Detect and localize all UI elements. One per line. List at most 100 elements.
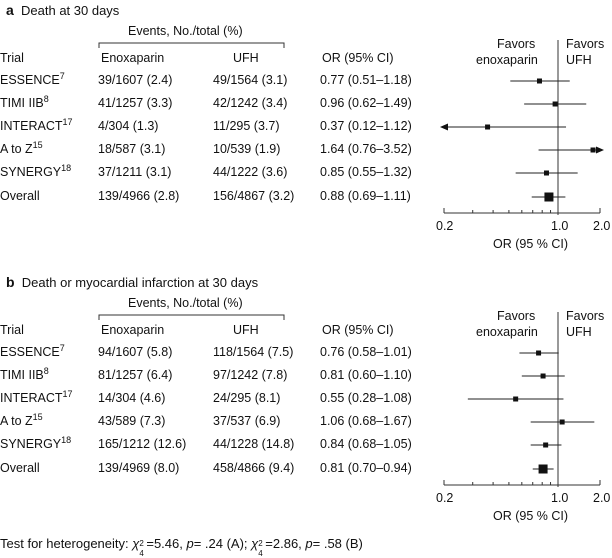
odds-ratio-ci: 0.84 (0.68–1.05) [320,437,412,451]
footer-stat-b: =2.86, [265,536,306,551]
point-estimate [536,78,542,84]
p-symbol: p [186,536,194,551]
ufh-events: 458/4866 (9.4) [213,461,295,475]
panel-heading: b Death or myocardial infarction at 30 d… [6,274,258,290]
favors-enoxaparin-label: Favors [497,309,536,323]
odds-ratio-ci: 0.96 (0.62–1.49) [320,96,412,110]
favors-enoxaparin-label: enoxaparin [476,325,538,339]
odds-ratio-ci: 0.55 (0.28–1.08) [320,391,412,405]
x-tick-label: 0.2 [436,491,453,505]
point-estimate [513,396,519,402]
point-estimate [540,373,546,379]
enoxaparin-events: 43/589 (7.3) [98,414,166,428]
trial-label: INTERACT [0,119,63,133]
chi-symbol: χ [132,536,140,551]
odds-ratio-ci: 0.77 (0.51–1.18) [320,73,412,87]
enoxaparin-events: 41/1257 (3.3) [98,96,173,110]
group-header: Events, No./total (%) [128,296,243,310]
group-bracket [98,42,285,48]
x-tick-label: 1.0 [551,491,568,505]
trial-label: TIMI IIB [0,96,44,110]
enoxaparin-events: 4/304 (1.3) [98,119,159,133]
group-header: Events, No./total (%) [128,24,243,38]
right-arrow-icon [596,146,604,154]
reference-superscript: 18 [61,163,72,173]
enoxaparin-events: 39/1607 (2.4) [98,73,173,87]
trial-name: TIMI IIB8 [0,366,49,383]
column-header-ufh: UFH [233,51,259,65]
ufh-events: 37/537 (6.9) [213,414,281,428]
footer-stat-a: =5.46, [146,536,187,551]
odds-ratio-ci: 0.37 (0.12–1.12) [320,119,412,133]
ufh-events: 156/4867 (3.2) [213,189,295,203]
ufh-events: 11/295 (3.7) [213,119,280,133]
odds-ratio-ci: 0.88 (0.69–1.11) [320,189,411,203]
ufh-events: 97/1242 (7.8) [213,368,288,382]
odds-ratio-ci: 0.81 (0.70–0.94) [320,461,412,475]
p-symbol: p [305,536,313,551]
point-estimate [536,350,542,356]
odds-ratio-ci: 0.85 (0.55–1.32) [320,165,412,179]
footer-prefix: Test for heterogeneity: [0,536,133,551]
trial-name: ESSENCE7 [0,343,65,360]
trial-name: TIMI IIB8 [0,94,49,111]
overall-point-estimate [544,192,554,202]
ufh-events: 44/1222 (3.6) [213,165,288,179]
chi-sub: 4 [258,549,263,558]
overall-point-estimate [538,464,548,474]
odds-ratio-ci: 1.64 (0.76–3.52) [320,142,412,156]
ufh-events: 24/295 (8.1) [213,391,281,405]
trial-name: A to Z15 [0,413,43,429]
point-estimate [559,419,565,425]
trial-label: INTERACT [0,391,63,405]
panel-title: Death or myocardial infarction at 30 day… [14,275,259,290]
x-tick-label: 0.2 [436,219,453,233]
trial-label: ESSENCE [0,73,60,87]
footer-p-a: = .24 (A); [193,536,252,551]
enoxaparin-events: 139/4966 (2.8) [98,189,180,203]
ufh-events: 10/539 (1.9) [213,142,281,156]
reference-superscript: 7 [59,343,65,353]
enoxaparin-events: 81/1257 (6.4) [98,368,173,382]
trial-label: Overall [0,461,40,475]
panel-heading: a Death at 30 days [6,2,119,18]
enoxaparin-events: 18/587 (3.1) [98,142,166,156]
point-estimate [543,442,549,448]
reference-superscript: 8 [43,366,49,376]
reference-superscript: 7 [59,71,65,81]
odds-ratio-ci: 0.81 (0.60–1.10) [320,368,412,382]
trial-name: INTERACT17 [0,117,73,134]
trial-name: ESSENCE7 [0,71,65,88]
enoxaparin-events: 165/1212 (12.6) [98,437,187,451]
panel-letter: b [6,274,15,290]
point-estimate [552,101,558,107]
enoxaparin-events: 14/304 (4.6) [98,391,166,405]
reference-superscript: 17 [62,117,73,127]
chi-sup: 2 [258,539,263,548]
favors-ufh-label: UFH [566,325,592,339]
point-estimate [543,170,549,176]
reference-superscript: 8 [43,94,49,104]
enoxaparin-events: 37/1211 (3.1) [98,165,172,179]
left-arrow-icon [440,123,448,131]
enoxaparin-events: 94/1607 (5.8) [98,345,173,359]
column-header-or: OR (95% CI) [322,323,394,337]
group-bracket [98,314,285,320]
trial-label: SYNERGY [0,437,62,451]
x-axis-title: OR (95 % CI) [493,509,568,523]
trial-name: Overall [0,461,40,475]
panel-title: Death at 30 days [13,3,120,18]
chi-symbol: χ [251,536,259,551]
trial-name: A to Z15 [0,141,43,157]
reference-superscript: 18 [61,435,72,445]
ufh-events: 44/1228 (14.8) [213,437,295,451]
x-tick-label: 2.0 [593,491,610,505]
reference-superscript: 17 [62,389,73,399]
favors-ufh-label: UFH [566,53,592,67]
odds-ratio-ci: 0.76 (0.58–1.01) [320,345,412,359]
column-header-trial: Trial [0,51,24,65]
trial-name: SYNERGY18 [0,163,72,180]
column-header-enoxaparin: Enoxaparin [101,323,165,337]
favors-ufh-label: Favors [566,37,605,51]
